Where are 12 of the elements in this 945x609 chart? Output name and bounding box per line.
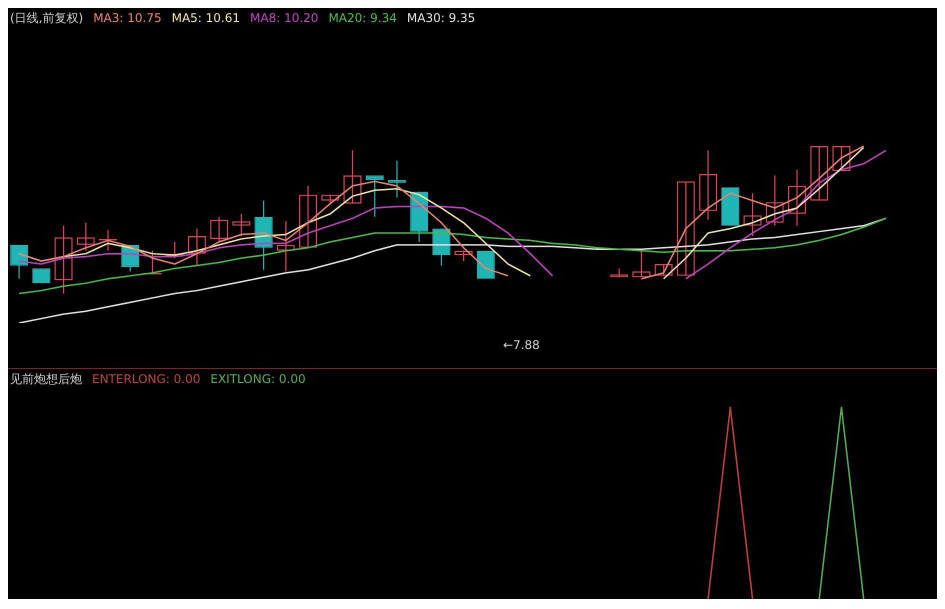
text: MA5: 10.61 bbox=[172, 11, 240, 25]
text: MA20: 9.34 bbox=[328, 11, 397, 25]
candlestick bbox=[366, 174, 384, 218]
text: EXITLONG: 0.00 bbox=[210, 372, 306, 386]
chart-title: 见前炮想后炮 bbox=[10, 372, 82, 386]
text: ENTERLONG: 0.00 bbox=[92, 372, 200, 386]
chart-title: (日线,前复权) bbox=[10, 11, 84, 25]
candlestick bbox=[388, 160, 406, 198]
text: MA8: 10.20 bbox=[250, 11, 318, 25]
text: ←7.88 bbox=[503, 338, 540, 352]
text: MA3: 10.75 bbox=[93, 11, 162, 25]
text: MA30: 9.35 bbox=[406, 11, 476, 25]
